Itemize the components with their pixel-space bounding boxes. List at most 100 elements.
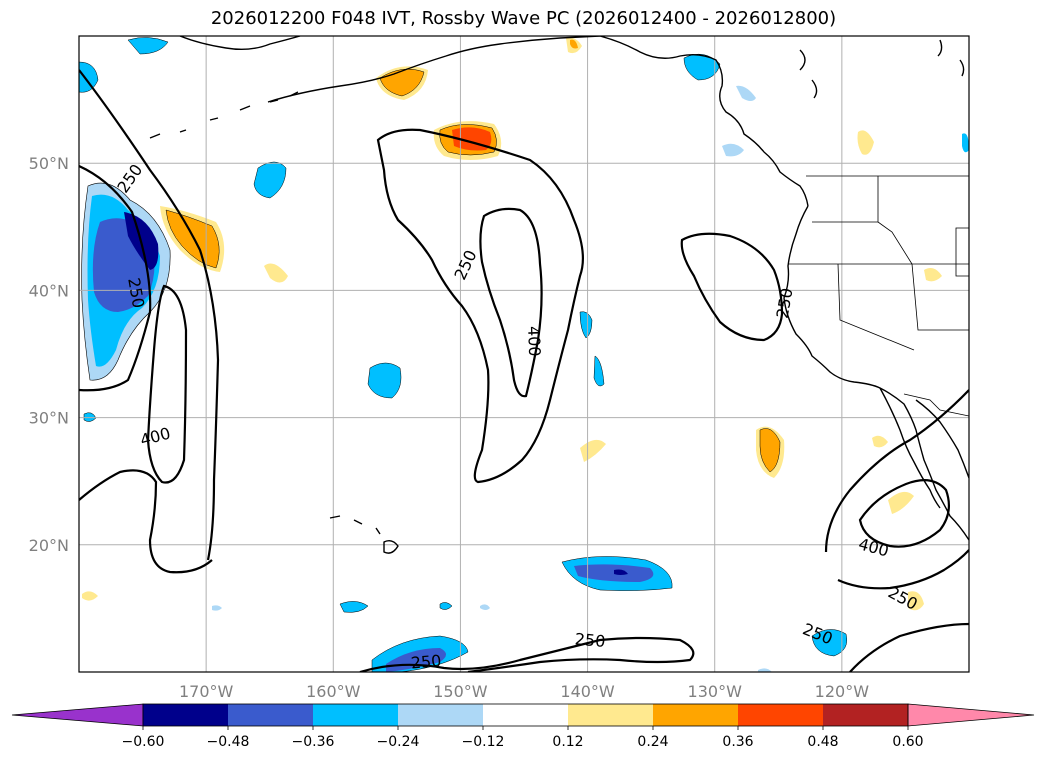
negative-anomaly-dot-1	[212, 605, 222, 611]
negative-anomaly-north-1	[127, 37, 169, 55]
border-state-box	[955, 227, 969, 277]
contour-value-label: 400	[138, 424, 172, 450]
ivt-anomaly-fields	[79, 37, 969, 672]
negative-anomaly-alaska-2	[736, 85, 756, 101]
colorbar-segment	[738, 704, 823, 726]
positive-anomaly-dot-1	[82, 591, 98, 601]
colorbar-segment	[313, 704, 398, 726]
colorbar-tick-label: −0.60	[122, 734, 165, 750]
lat-tick-label: 50°N	[29, 154, 69, 173]
positive-anomaly-sub-2	[580, 439, 606, 462]
contour-value-label: 250	[450, 247, 480, 283]
colorbar-segment	[228, 704, 313, 726]
ivt-contours	[79, 69, 969, 672]
contour-250-west-south	[79, 469, 213, 574]
positive-anomaly-baja-2	[888, 491, 914, 514]
colorbar-tick-label: 0.48	[807, 734, 838, 750]
colorbar-segment	[568, 704, 653, 726]
contour-400-southeast	[858, 479, 951, 548]
colorbar-segment	[398, 704, 483, 726]
colorbar-segment	[823, 704, 908, 726]
contour-400-central	[479, 207, 543, 398]
contour-250-southeast-inner	[837, 549, 969, 590]
coastline-west-coast	[783, 205, 969, 541]
contour-value-label: 400	[856, 534, 890, 560]
lat-tick-label: 20°N	[29, 536, 69, 555]
longitude-labels: 170°W 160°W 150°W 140°W 130°W 120°W	[179, 682, 869, 701]
contour-value-label: 250	[410, 651, 442, 673]
negative-anomaly-dot-3	[480, 604, 490, 610]
negative-anomaly-west	[81, 182, 171, 381]
negative-anomaly-east	[962, 133, 969, 153]
lat-tick-label: 40°N	[29, 281, 69, 300]
negative-anomaly-alaska-1	[683, 53, 721, 81]
contour-250-east	[680, 232, 784, 342]
colorbar-extend-high	[907, 703, 1035, 727]
colorbar: −0.60 −0.48 −0.36 −0.24 −0.12 0.12 0.24 0.36 0.4…	[11, 703, 1035, 750]
contour-400-west	[146, 284, 188, 484]
negative-anomaly-north-2	[79, 61, 99, 93]
coastline-gulf-alaska	[599, 36, 809, 207]
political-borders	[788, 175, 969, 417]
coastline-canada	[799, 39, 965, 99]
negative-anomaly-sub-2	[593, 355, 605, 387]
contour-value-label: 400	[524, 326, 544, 357]
positive-anomaly-baja-3	[908, 591, 924, 611]
colorbar-tick-label: 0.12	[552, 734, 583, 750]
coastline-hawaii	[329, 515, 399, 554]
negative-anomaly-sub-1	[579, 311, 593, 339]
latitude-labels: 20°N 30°N 40°N 50°N	[29, 154, 69, 555]
negative-anomaly-nw	[253, 161, 287, 199]
contour-250-west	[79, 69, 220, 561]
positive-anomaly-canada	[857, 130, 874, 155]
contour-250-southeast-bottom	[849, 622, 969, 672]
colorbar-tick-label: −0.48	[207, 734, 250, 750]
map-title: 2026012200 F048 IVT, Rossby Wave PC (202…	[210, 8, 837, 29]
lon-tick-label: 120°W	[815, 682, 870, 701]
lon-tick-label: 130°W	[688, 682, 743, 701]
map-frame	[78, 35, 970, 673]
coastline-mexico	[915, 399, 969, 479]
contour-250-central	[376, 128, 585, 484]
lon-tick-label: 160°W	[306, 682, 361, 701]
coastline-aleutians	[149, 91, 299, 139]
colorbar-tick-label: −0.36	[292, 734, 335, 750]
lon-tick-label: 140°W	[560, 682, 615, 701]
positive-anomaly-dot-2	[924, 268, 942, 282]
positive-anomaly-baja-1	[872, 435, 888, 448]
contour-250-southeast-outer	[824, 389, 969, 553]
negative-anomaly-coast	[722, 143, 744, 157]
colorbar-tick-label: 0.24	[637, 734, 668, 750]
negative-anomaly-south-min	[614, 569, 628, 575]
contour-value-label: 250	[574, 629, 606, 651]
negative-anomaly-south-core	[574, 564, 654, 582]
negative-anomaly-se	[811, 629, 847, 657]
coastline-alaska	[267, 36, 601, 103]
contour-value-label: 250	[773, 286, 797, 319]
positive-anomaly-sub-1	[264, 263, 288, 283]
colorbar-segment	[653, 704, 738, 726]
positive-anomaly-east-core	[759, 428, 781, 473]
colorbar-segment	[483, 704, 568, 726]
positive-anomaly-top-core	[570, 39, 578, 49]
border-us-mexico	[903, 393, 969, 417]
negative-anomaly-dot-2	[439, 602, 453, 610]
border-states-2	[812, 221, 915, 351]
colorbar-outline	[142, 703, 909, 727]
colorbar-tick-label: −0.12	[462, 734, 505, 750]
lat-tick-label: 30°N	[29, 409, 69, 428]
colorbar-extend-low	[11, 703, 144, 727]
contour-250-bottom	[359, 636, 695, 672]
negative-anomaly-hawaii-south	[339, 601, 369, 613]
coastline-bering	[179, 36, 301, 51]
colorbar-tick-label: −0.24	[377, 734, 420, 750]
colorbar-tick-label: 0.36	[722, 734, 753, 750]
contour-250-west-inner	[79, 164, 152, 392]
negative-anomaly-central	[367, 362, 402, 399]
coastline-baja	[879, 387, 941, 509]
graticule	[79, 36, 969, 672]
lon-tick-label: 170°W	[179, 682, 234, 701]
positive-anomaly-aleutian-core	[379, 68, 425, 97]
